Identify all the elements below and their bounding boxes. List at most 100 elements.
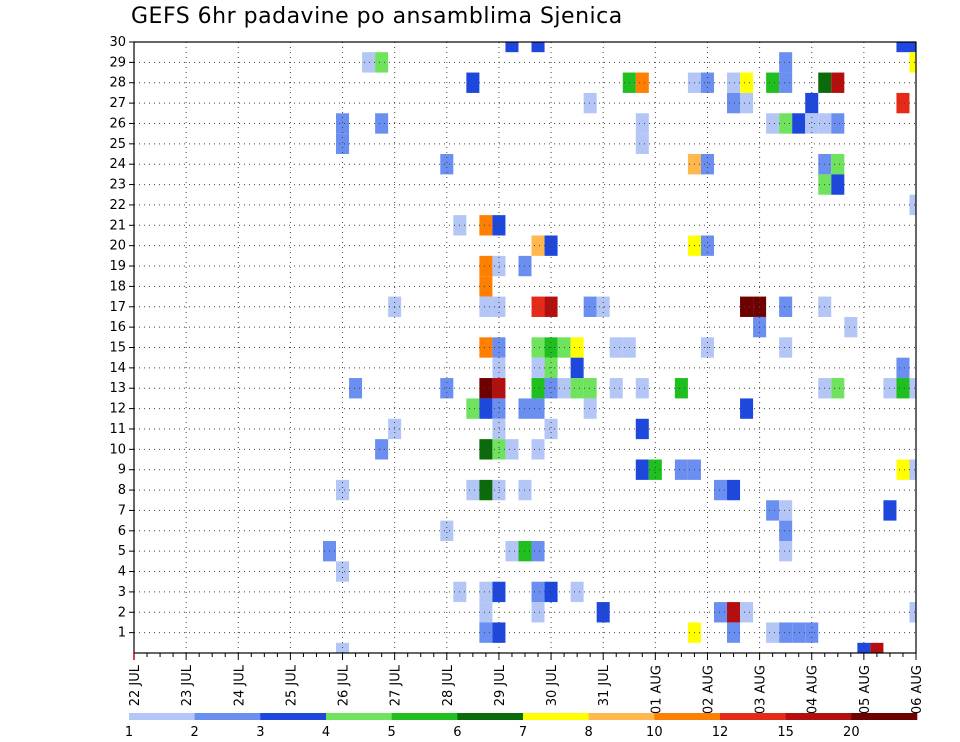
heatmap-cell — [831, 154, 845, 175]
heatmap-cell — [570, 357, 584, 379]
heatmap-cell — [909, 42, 916, 53]
heatmap-cell — [505, 42, 519, 53]
heatmap-cell — [479, 215, 493, 236]
x-tick-label: 31 JUL — [597, 664, 612, 706]
y-tick-label: 17 — [109, 300, 126, 315]
y-tick-label: 19 — [109, 259, 126, 274]
x-tick-label: 29 JUL — [493, 664, 508, 706]
heatmap-cell — [713, 602, 728, 623]
heatmap-cell — [440, 378, 454, 399]
heatmap-cell — [544, 296, 558, 317]
y-tick-label: 23 — [109, 178, 126, 193]
heatmap-cell — [544, 235, 558, 256]
heatmap-cell — [779, 72, 793, 93]
heatmap-cell — [700, 154, 714, 175]
heatmap-cell — [531, 235, 545, 256]
heatmap-cell — [375, 52, 389, 73]
colorbar-label: 3 — [256, 725, 264, 740]
heatmap-cell — [779, 500, 793, 521]
heatmap-cell — [531, 439, 545, 460]
x-tick-label: 23 JUL — [180, 664, 195, 706]
heatmap-cell — [740, 602, 754, 623]
y-tick-label: 1 — [118, 626, 126, 641]
y-tick-label: 13 — [109, 381, 126, 396]
heatmap-cell — [544, 378, 558, 399]
heatmap-cell — [492, 255, 506, 277]
heatmap-cell — [479, 398, 493, 419]
heatmap-cell — [779, 52, 793, 73]
heatmap-cell — [896, 378, 910, 399]
heatmap-cell — [479, 602, 493, 623]
heatmap-cell — [896, 459, 910, 480]
colorbar-label: 5 — [388, 725, 396, 740]
heatmap-cell — [479, 337, 493, 358]
y-tick-label: 11 — [109, 422, 126, 437]
y-tick-label: 8 — [118, 483, 126, 498]
heatmap-cell — [375, 113, 389, 134]
x-tick-label: 06 AUG — [910, 665, 925, 714]
x-axis: 22 JUL 23 JUL 24 JUL 25 JUL 26 JUL 27 JUL 28 J… — [128, 653, 925, 714]
heatmap-cell — [831, 113, 845, 134]
heatmap-cell — [727, 72, 741, 93]
heatmap-cell — [336, 479, 350, 501]
heatmap-cell — [609, 337, 623, 358]
heatmap-cell — [674, 378, 688, 399]
heatmap-cell — [479, 378, 493, 399]
heatmap-cell — [792, 113, 806, 134]
heatmap-cell — [766, 500, 780, 521]
y-tick-label: 14 — [109, 361, 126, 376]
heatmap-cell — [831, 72, 845, 93]
heatmap-cell — [505, 439, 519, 460]
heatmap-cell — [727, 602, 741, 623]
y-tick-label: 7 — [118, 503, 126, 518]
heatmap-cell — [779, 113, 793, 134]
heatmap-cell — [831, 174, 845, 195]
heatmap-cell — [635, 459, 649, 480]
heatmap-cell — [336, 113, 350, 134]
heatmap-cell — [440, 154, 454, 175]
heatmap-cell — [544, 418, 558, 440]
colorbar-swatch — [588, 713, 655, 720]
y-tick-label: 27 — [109, 96, 126, 111]
heatmap-cell — [492, 215, 506, 236]
y-tick-label: 3 — [118, 585, 126, 600]
heatmap-cell — [479, 622, 493, 643]
heatmap-cell — [479, 581, 493, 603]
heatmap-cell — [635, 133, 649, 155]
heatmap-cell — [479, 276, 493, 297]
heatmap-cell — [570, 378, 584, 399]
heatmap-cell — [531, 540, 545, 562]
colorbar-label: 10 — [646, 725, 663, 740]
heatmap-cell — [740, 92, 754, 114]
heatmap-cell — [531, 42, 545, 53]
heatmap-cell — [466, 398, 480, 419]
heatmap-cell — [870, 642, 884, 653]
colorbar-label: 15 — [777, 725, 794, 740]
heatmap-cell — [635, 418, 649, 440]
cells-layer — [322, 42, 916, 653]
heatmap-cell — [492, 479, 506, 501]
heatmap-cell — [779, 622, 793, 643]
colorbar-label: 4 — [322, 725, 330, 740]
heatmap-cell — [766, 72, 780, 93]
heatmap-cell — [583, 398, 597, 419]
heatmap-cell — [362, 52, 376, 73]
heatmap-cell — [583, 92, 597, 114]
heatmap-cell — [609, 378, 623, 399]
y-tick-label: 24 — [109, 157, 126, 172]
heatmap-cell — [700, 235, 714, 256]
heatmap-cell — [349, 378, 363, 399]
x-tick-label: 22 JUL — [128, 664, 143, 706]
x-tick-label: 28 JUL — [441, 664, 456, 706]
heatmap-cell — [466, 479, 480, 501]
heatmap-cell — [779, 296, 793, 317]
heatmap-cell — [479, 479, 493, 501]
chart-title: GEFS 6hr padavine po ansamblima Sjenica — [131, 4, 623, 29]
heatmap-cell — [648, 459, 662, 480]
heatmap-cell — [336, 561, 350, 582]
heatmap-cell — [492, 581, 506, 603]
y-axis: 1234567891011121314151617181920212223242… — [109, 35, 134, 641]
y-tick-label: 16 — [109, 320, 126, 335]
y-tick-label: 2 — [118, 605, 126, 620]
heatmap-cell — [740, 296, 754, 317]
